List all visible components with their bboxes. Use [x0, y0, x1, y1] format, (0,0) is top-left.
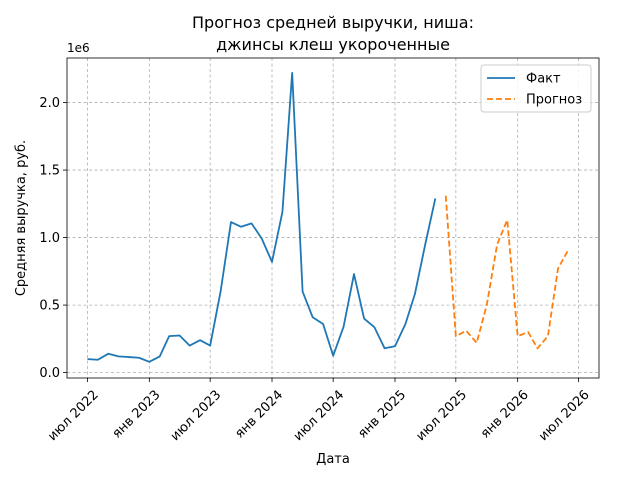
grid — [67, 58, 599, 378]
series-lines — [87, 71, 570, 363]
x-axis-label: Дата — [316, 452, 350, 467]
y-axis-label: Средняя выручка, руб. — [14, 140, 29, 296]
y-tick-label: 0.0 — [39, 366, 60, 381]
legend: Факт Прогноз — [480, 64, 592, 113]
y-axis-ticks: 0.0 0.5 1.0 1.5 2.0 — [39, 96, 67, 381]
chart-title-line-2: джинсы клеш укороченные — [216, 35, 450, 54]
y-tick-label: 0.5 — [39, 299, 60, 314]
y-offset-label: 1e6 — [67, 41, 90, 55]
legend-label-fact: Факт — [526, 72, 561, 87]
y-tick-label: 1.5 — [39, 164, 60, 179]
y-tick-label: 1.0 — [39, 231, 60, 246]
series-line-fact — [87, 71, 437, 363]
y-tick-label: 2.0 — [39, 96, 60, 111]
legend-label-forecast: Прогноз — [526, 93, 582, 108]
legend-box — [480, 64, 592, 113]
chart-title-line-1: Прогноз средней выручки, ниша: — [192, 13, 474, 32]
